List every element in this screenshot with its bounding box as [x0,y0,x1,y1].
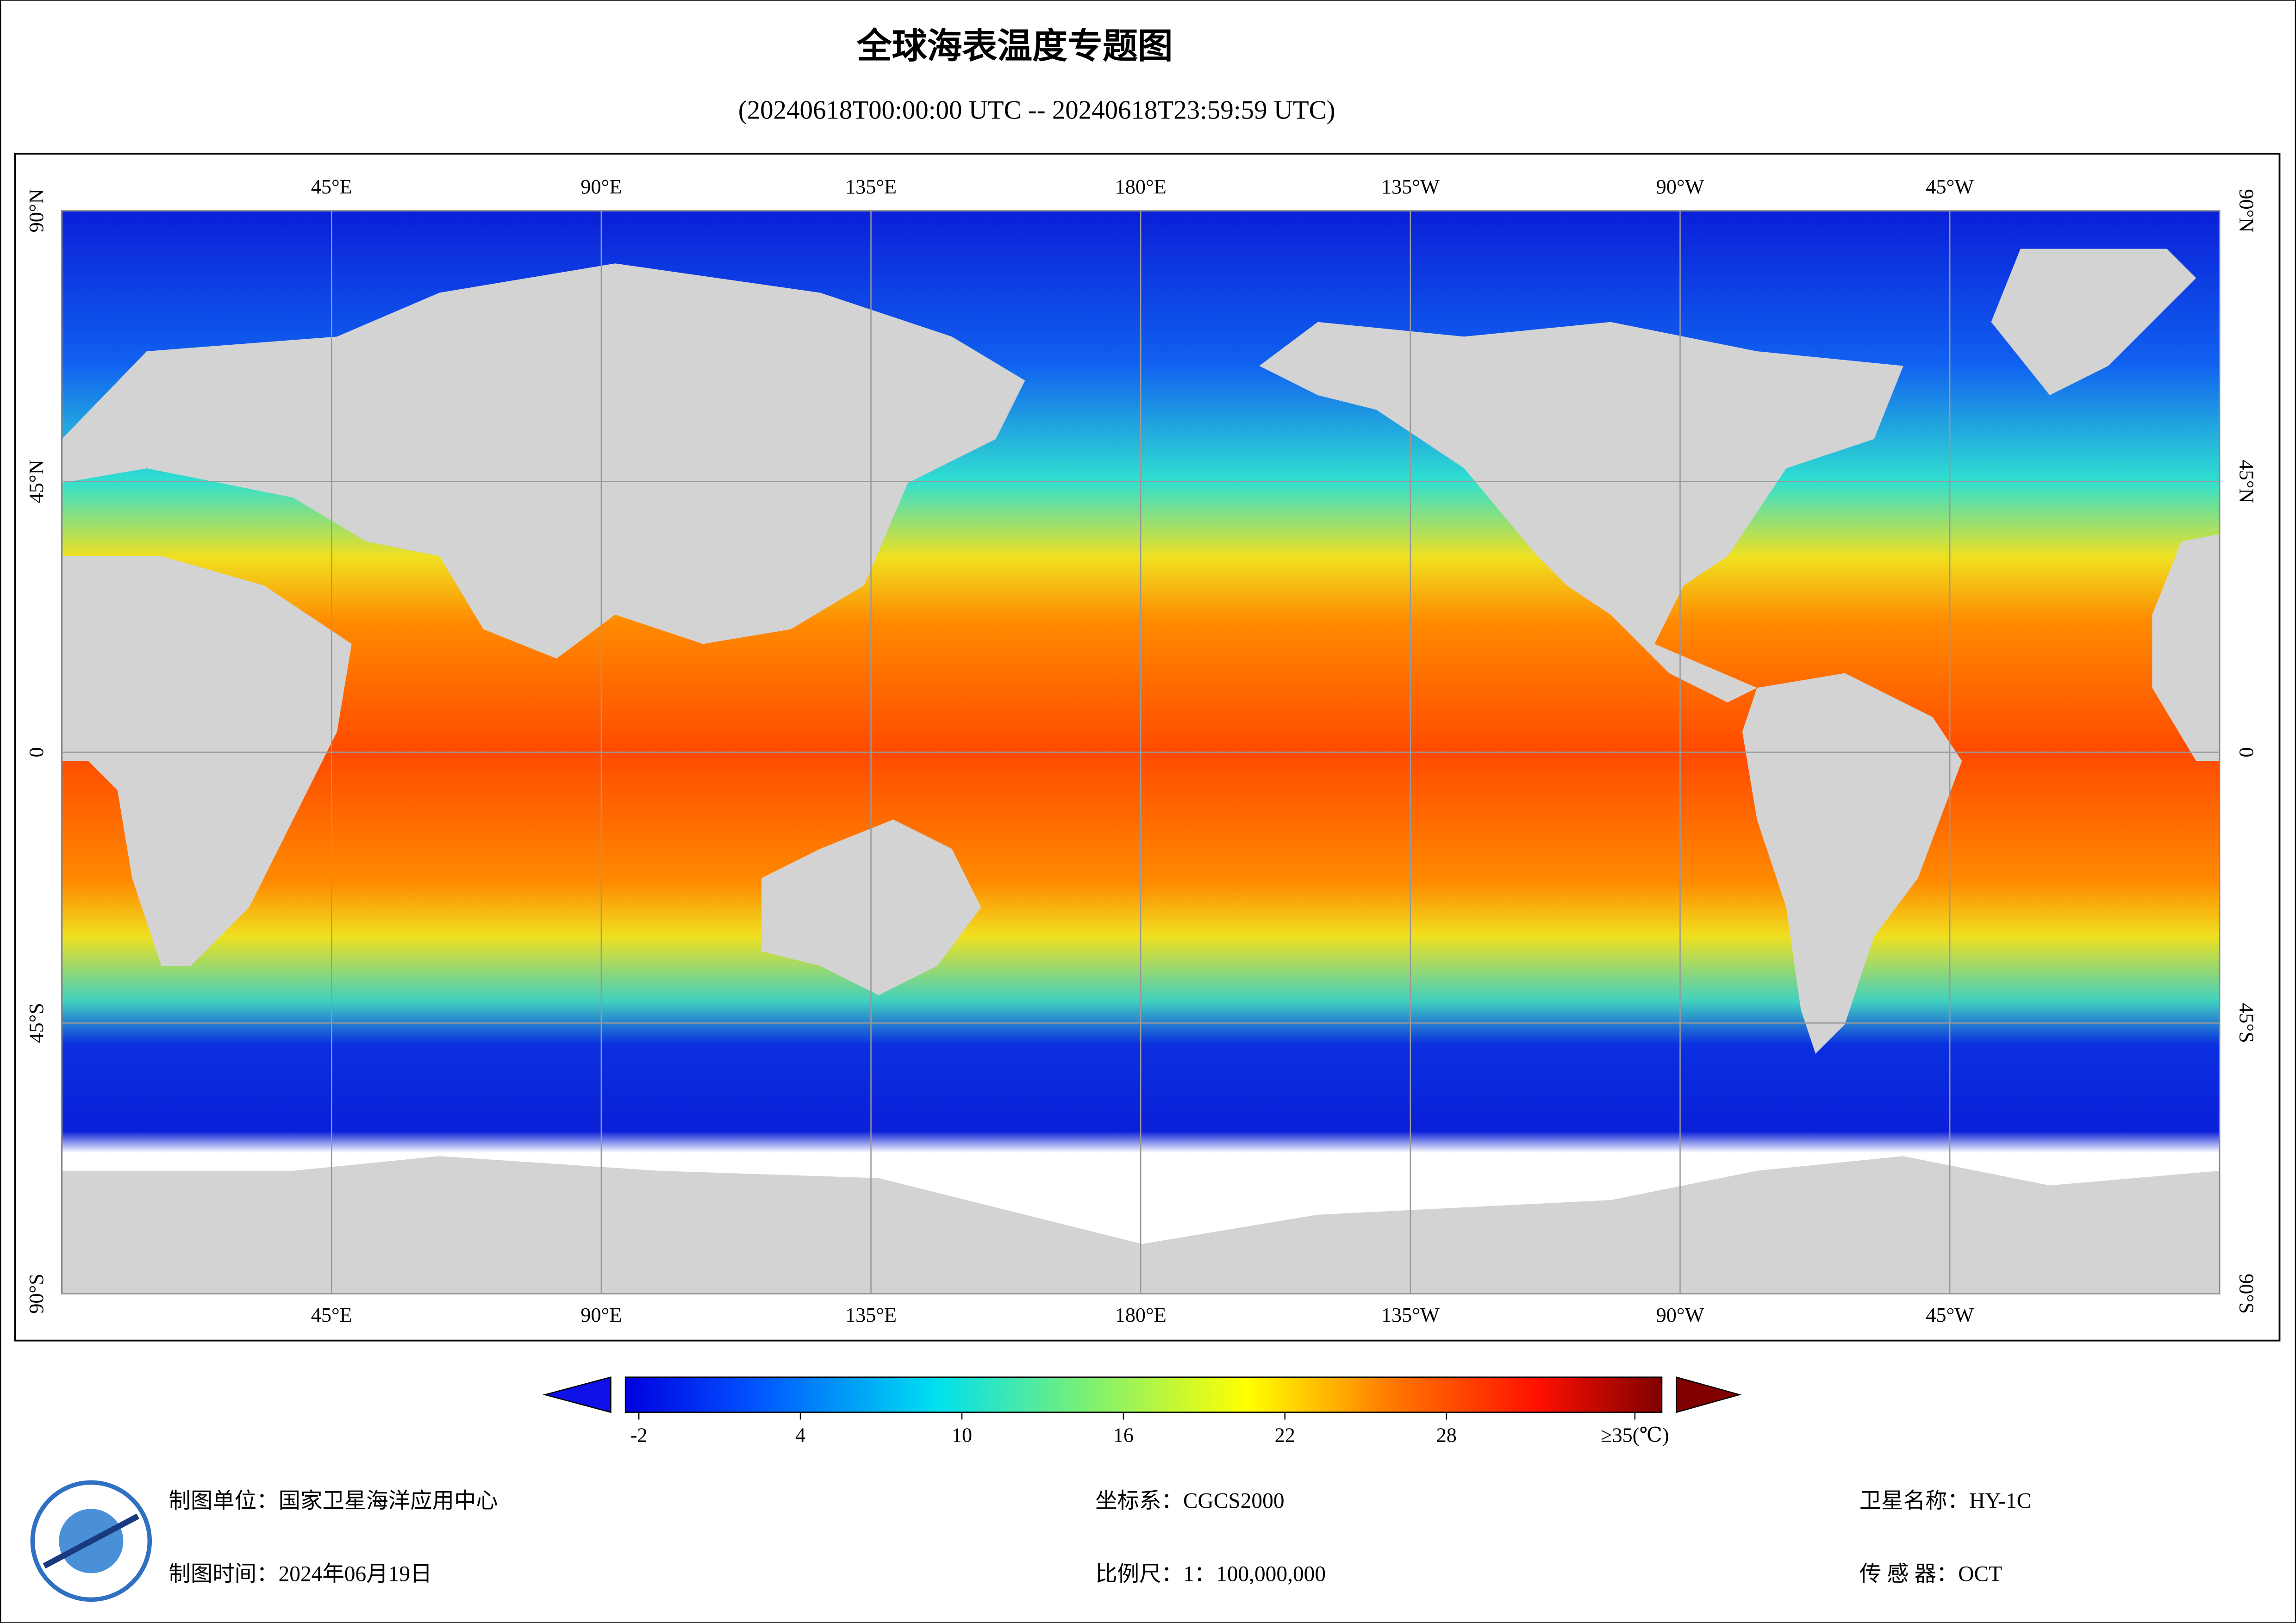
footer-crs: 坐标系：CGCS2000 [1095,1489,1284,1513]
lat-label-right: 0 [2235,747,2258,757]
lat-label-right: 90°S [2235,1274,2258,1314]
subtitle: (20240618T00:00:00 UTC -- 20240618T23:59… [738,96,1335,125]
footer-date: 制图时间：2024年06月19日 [168,1562,432,1586]
lat-label-left: 45°S [25,1003,48,1043]
lon-label-top: 180°E [1115,175,1167,198]
lat-label-left: 90°S [25,1274,48,1314]
colorbar-label: 22 [1275,1424,1295,1447]
lon-label-top: 135°W [1381,175,1440,198]
lat-label-left: 0 [25,747,48,757]
africa [62,556,352,966]
lat-label-right: 90°N [2235,189,2258,232]
greenland [1991,249,2196,395]
logo-satellite [43,1513,139,1569]
lat-label-left: 45°N [25,460,48,503]
lon-label-bottom: 45°W [1926,1304,1974,1326]
colorbar-label: ≥35(℃) [1601,1424,1669,1447]
footer-satellite: 卫星名称：HY-1C [1859,1489,2031,1513]
colorbar-label: -2 [630,1424,648,1447]
south-america [1742,673,1962,1054]
lon-label-bottom: 90°W [1656,1304,1704,1326]
lon-label-top: 45°W [1926,175,1974,198]
north-america [1259,322,1903,703]
lat-label-right: 45°N [2235,460,2258,503]
lon-label-top: 45°E [311,175,352,198]
colorbar-label: 16 [1113,1424,1134,1447]
colorbar-label: 28 [1436,1424,1457,1447]
colorbar [624,1376,1663,1413]
lon-label-top: 90°W [1656,175,1704,198]
lon-label-top: 135°E [845,175,897,198]
title: 全球海表温度专题图 [856,25,1173,66]
west-africa [2152,534,2220,761]
lon-label-bottom: 135°E [845,1304,897,1326]
colorbar-under [543,1376,611,1413]
footer-scale: 比例尺：1：100,000,000 [1095,1562,1326,1586]
colorbar-label: 4 [795,1424,805,1447]
logo [30,1480,152,1602]
footer-unit: 制图单位：国家卫星海洋应用中心 [168,1489,498,1513]
eurasia [62,263,1025,659]
map-frame [14,153,2281,1342]
lon-label-bottom: 135°W [1381,1304,1440,1326]
colorbar-label: 10 [952,1424,972,1447]
lon-label-bottom: 45°E [311,1304,352,1326]
lon-label-top: 90°E [580,175,622,198]
lon-label-bottom: 180°E [1115,1304,1167,1326]
footer-sensor: 传 感 器：OCT [1859,1562,2002,1586]
lat-label-left: 90°N [25,189,48,232]
graticule: 45°E 45°E 90°E 90°E 135°E 135°E 180°E 180°E 135°… [25,175,2258,1326]
lat-label-right: 45°S [2235,1003,2258,1043]
lon-label-bottom: 90°E [580,1304,622,1326]
colorbar-over [1676,1376,1742,1413]
